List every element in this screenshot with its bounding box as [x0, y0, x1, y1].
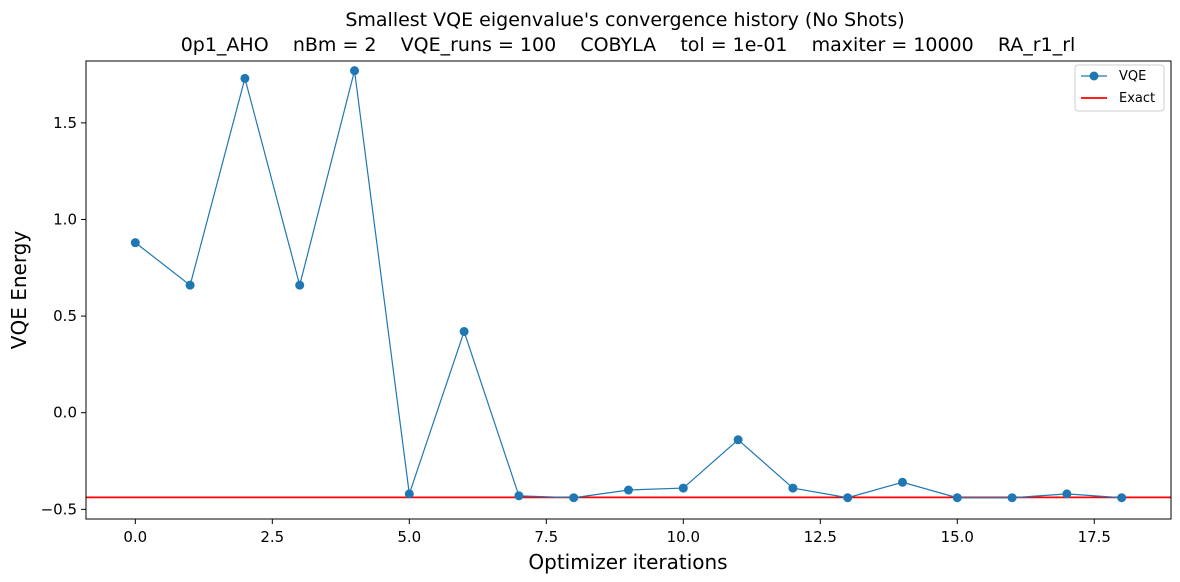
chart-title-line1: Smallest VQE eigenvalue's convergence hi… — [345, 9, 904, 31]
x-tick-label: 12.5 — [804, 528, 837, 546]
vqe-data-point — [569, 493, 579, 503]
x-tick-label: 10.0 — [667, 528, 700, 546]
vqe-data-point — [624, 485, 633, 495]
vqe-data-point — [514, 491, 524, 501]
x-tick-label: 2.5 — [260, 528, 284, 546]
y-axis: −0.5 0.0 0.5 1.0 1.5 — [41, 114, 86, 518]
x-tick-label: 5.0 — [397, 528, 421, 546]
y-tick-label: 0.0 — [53, 404, 77, 422]
y-tick-label: 1.5 — [53, 114, 77, 132]
chart-title-line2: 0p1_AHO nBm = 2 VQE_runs = 100 COBYLA to… — [181, 34, 1076, 56]
vqe-data-point — [130, 238, 140, 248]
plot-frame — [85, 60, 1172, 520]
x-axis: 0.0 2.5 5.0 7.5 10.0 12.5 15.0 17.5 — [123, 519, 1111, 546]
vqe-data-point — [295, 280, 305, 290]
legend: VQE Exact — [1074, 64, 1165, 112]
y-axis-label: VQE Energy — [7, 231, 31, 350]
y-tick-label: 1.0 — [53, 210, 77, 228]
vqe-data-point — [952, 493, 962, 503]
vqe-data-point — [678, 483, 688, 493]
vqe-data-point — [897, 477, 907, 487]
vqe-data-point — [1117, 493, 1127, 503]
vqe-data-point — [185, 280, 195, 290]
x-tick-label: 0.0 — [123, 528, 147, 546]
vqe-data-point — [404, 489, 414, 499]
legend-exact-label: Exact — [1119, 91, 1155, 106]
x-tick-label: 17.5 — [1078, 528, 1111, 546]
vqe-data-point — [1007, 493, 1017, 503]
vqe-data-point — [459, 327, 469, 337]
vqe-data-point — [1062, 489, 1072, 499]
vqe-data-point — [350, 66, 360, 76]
vqe-data-point — [240, 73, 250, 83]
legend-vqe-marker — [1089, 71, 1099, 81]
x-tick-label: 7.5 — [534, 528, 558, 546]
legend-vqe-label: VQE — [1119, 69, 1146, 84]
plot-area — [86, 66, 1171, 503]
x-axis-label: Optimizer iterations — [528, 550, 727, 574]
vqe-data-point — [788, 483, 798, 493]
y-tick-label: −0.5 — [41, 500, 77, 518]
y-tick-label: 0.5 — [53, 307, 77, 325]
x-tick-label: 15.0 — [941, 528, 974, 546]
vqe-series-line — [134, 70, 1122, 499]
vqe-data-point — [843, 493, 853, 503]
vqe-data-point — [733, 435, 743, 445]
